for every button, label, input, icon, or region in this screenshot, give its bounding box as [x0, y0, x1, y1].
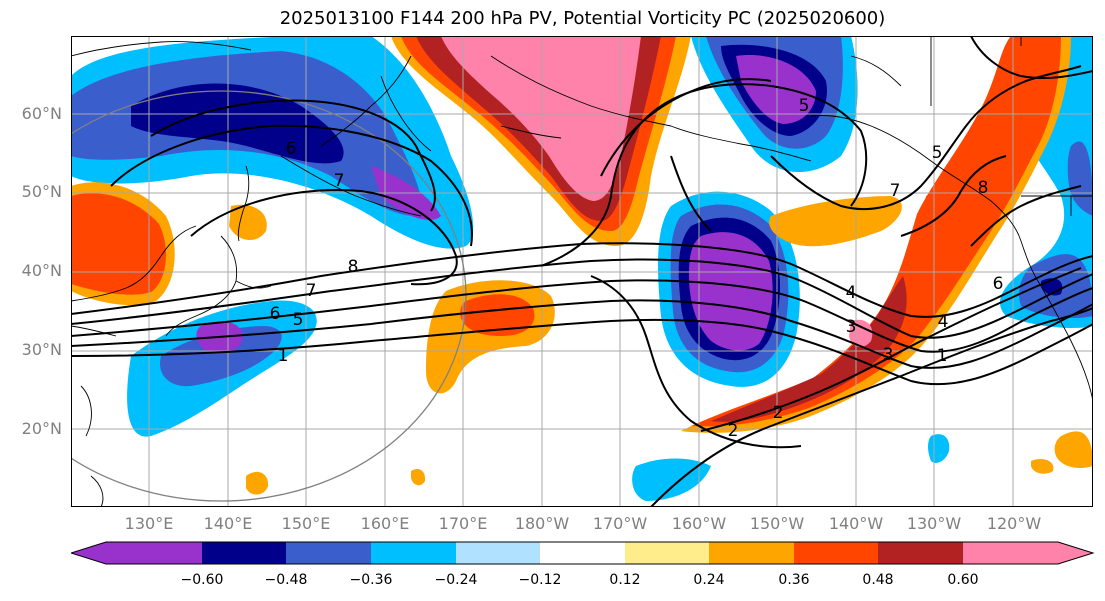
colorbar-segment [709, 542, 794, 564]
positive-anomaly-bering [391, 36, 691, 246]
colorbar-tick: 0.12 [609, 572, 641, 588]
lon-label: 120°W [986, 514, 1042, 533]
lat-label: 50°N [21, 182, 62, 201]
colorbar-segment [963, 542, 1093, 564]
contour-label: 6 [286, 139, 297, 159]
colorbar-tick: 0.48 [862, 572, 894, 588]
lon-label: 140°W [828, 514, 884, 533]
colorbar-segment [540, 542, 625, 564]
lon-label: 130°E [124, 514, 174, 533]
colorbar-tick: −0.60 [180, 572, 224, 588]
colorbar-tick: 0.36 [778, 572, 810, 588]
colorbar-segment [371, 542, 456, 564]
colorbar-segment [286, 542, 371, 564]
graticule [71, 36, 1093, 507]
contour-label: 6 [993, 274, 1004, 294]
colorbar-tick: 0.24 [693, 572, 725, 588]
pv-contours [70, 35, 1094, 508]
colorbar-segments [71, 541, 1095, 565]
negative-anomaly-gulf-alaska [691, 36, 858, 173]
contour-label: 3 [883, 345, 894, 365]
colorbar-segment [202, 542, 286, 564]
contour-label: 1 [937, 346, 948, 366]
colorbar-tick: −0.24 [434, 572, 478, 588]
lon-label: 180°W [514, 514, 570, 533]
negative-anomaly-west [71, 36, 474, 249]
contour-label: 7 [334, 171, 345, 191]
map-panel: 1 2 3 4 5 6 7 8 6 5 7 1 2 3 4 6 7 8 5 [0, 35, 1094, 508]
colorbar [71, 541, 1095, 565]
contour-label: 1 [278, 346, 289, 366]
colorbar-segment [878, 542, 963, 564]
contour-label: 5 [293, 310, 304, 330]
contour-label: 5 [799, 96, 810, 116]
lon-label: 130°W [906, 514, 962, 533]
lon-label: 150°W [749, 514, 805, 533]
lon-label: 150°E [281, 514, 331, 533]
lon-label: 170°E [438, 514, 488, 533]
colorbar-segment [456, 542, 540, 564]
lon-label: 160°W [671, 514, 727, 533]
colorbar-tick: 0.60 [947, 572, 979, 588]
contour-label: 7 [890, 181, 901, 201]
colorbar-segment [794, 542, 878, 564]
colorbar-segment [71, 542, 202, 564]
colorbar-tick: −0.12 [518, 572, 562, 588]
contour-label: 3 [846, 317, 857, 337]
lon-label: 140°E [203, 514, 253, 533]
contour-label: 8 [348, 257, 359, 277]
contour-label: 6 [270, 304, 281, 324]
contour-label: 4 [938, 312, 949, 332]
coastlines [70, 36, 1094, 508]
colorbar-tick: −0.48 [264, 572, 308, 588]
map-title: 2025013100 F144 200 hPa PV, Potential Vo… [279, 8, 886, 29]
lon-label: 170°W [592, 514, 648, 533]
colorbar-outline [71, 541, 1095, 565]
lat-label: 30°N [21, 340, 62, 359]
colorbar-tick: −0.36 [349, 572, 393, 588]
lon-label: 160°E [360, 514, 410, 533]
contour-labels: 1 2 3 4 5 6 7 8 6 5 7 1 2 3 4 6 7 8 5 [270, 96, 1004, 441]
contour-label: 2 [773, 403, 784, 423]
contour-label: 5 [932, 143, 943, 163]
colorbar-segment [625, 542, 709, 564]
map-svg: 1 2 3 4 5 6 7 8 6 5 7 1 2 3 4 6 7 8 5 [0, 35, 1094, 508]
contour-label: 7 [306, 281, 317, 301]
contour-label: 8 [978, 178, 989, 198]
lat-label: 40°N [21, 261, 62, 280]
positive-anomaly-small [246, 431, 1093, 495]
range-circle [0, 90, 467, 502]
lat-label: 20°N [21, 419, 62, 438]
lat-label: 60°N [21, 104, 62, 123]
contour-label: 4 [846, 283, 857, 303]
negative-anomaly-japan [127, 300, 317, 437]
map-frame [71, 36, 1093, 507]
contour-label: 2 [728, 421, 739, 441]
